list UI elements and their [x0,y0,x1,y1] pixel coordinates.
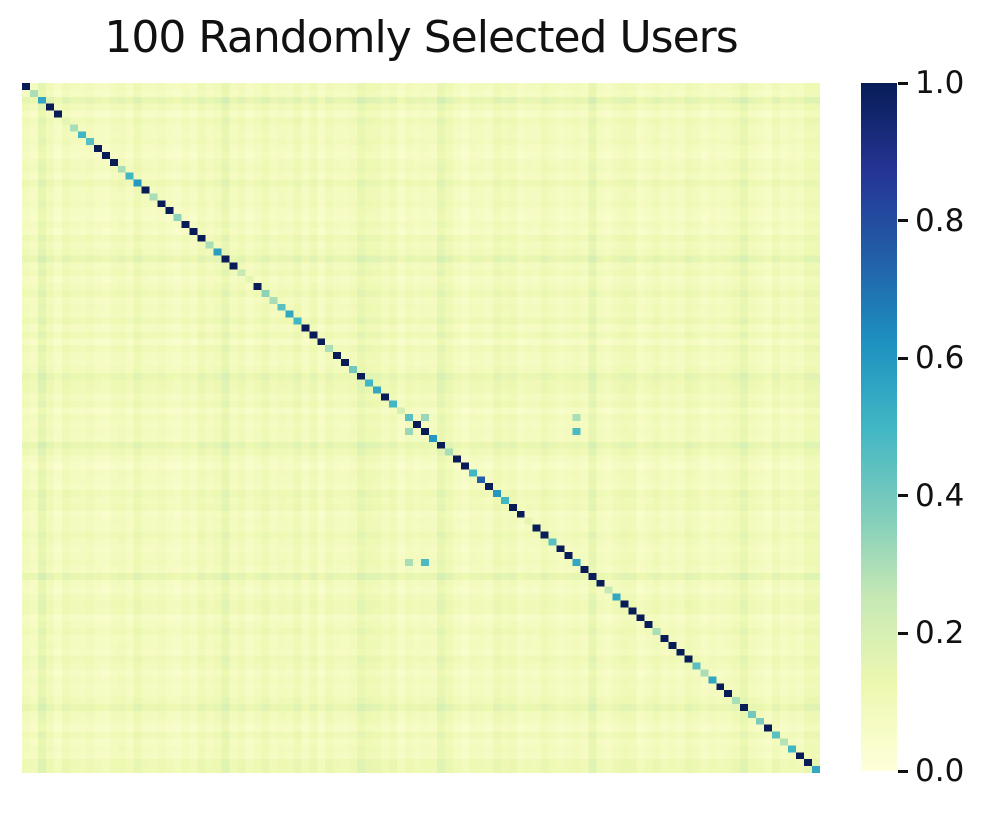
colorbar-tick-label: 1.0 [915,65,965,101]
colorbar-tick-label: 0.0 [915,753,965,789]
colorbar-tick-label: 0.8 [915,202,965,239]
colorbar-tick-mark [898,219,908,223]
colorbar-tick-mark [898,494,908,498]
colorbar-tick-labels: 1.0 0.8 0.6 0.4 0.2 0.0 [897,0,997,821]
colorbar-tick-mark [898,356,908,360]
colorbar-tick-mark [898,81,908,85]
chart-title: 100 Randomly Selected Users [104,12,738,63]
colorbar-tick-mark [898,769,908,773]
colorbar-tick-label: 0.4 [915,477,965,514]
colorbar-tick-label: 0.6 [915,340,965,377]
heatmap-canvas [22,83,820,773]
colorbar-tick-label: 0.2 [915,615,965,652]
colorbar-tick-mark [898,631,908,635]
colorbar-canvas [861,83,897,771]
